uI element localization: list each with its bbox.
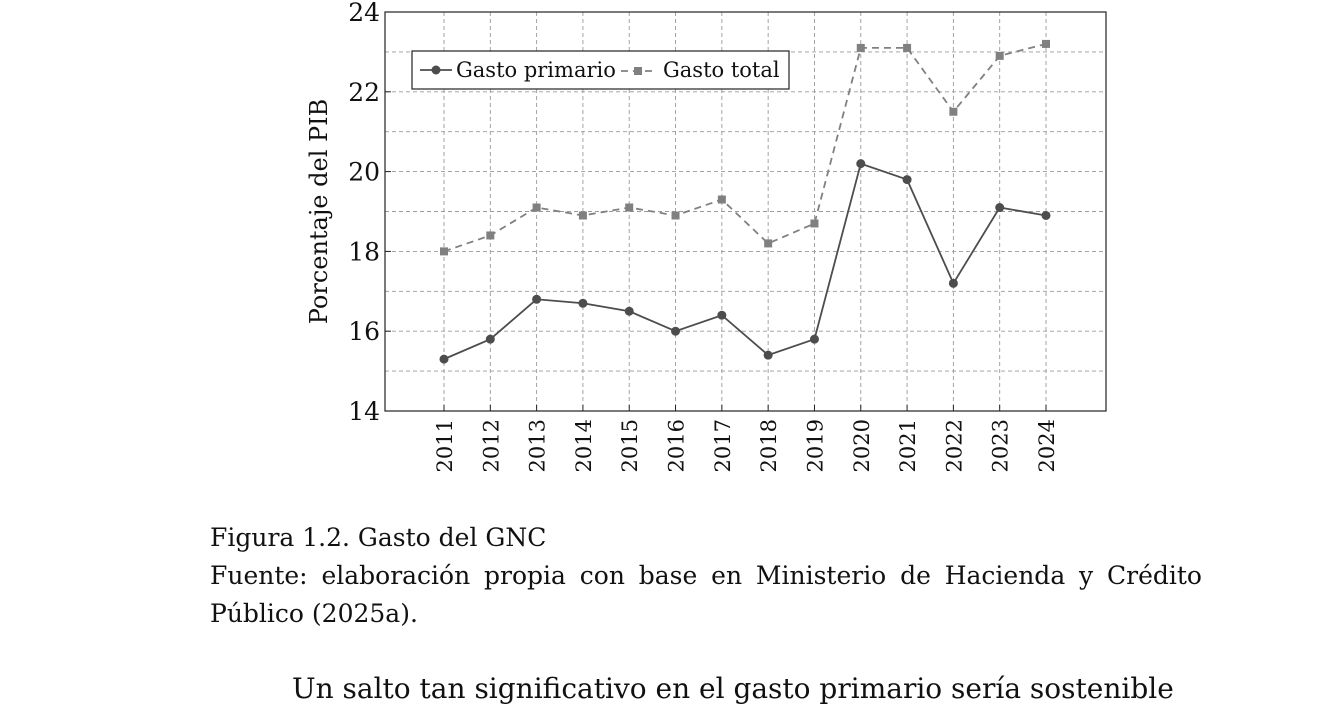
legend-marker-gasto-primario — [431, 65, 441, 75]
legend-label-gasto-total: Gasto total — [663, 58, 780, 82]
data-point-gasto-total — [440, 247, 448, 256]
y-axis-label: Porcentaje del PIB — [305, 99, 333, 325]
x-tick-label: 2015 — [618, 419, 642, 472]
data-point-gasto-total — [625, 203, 634, 212]
legend-label-gasto-primario: Gasto primario — [456, 58, 616, 82]
data-point-gasto-primario — [809, 334, 819, 344]
data-point-gasto-total — [532, 203, 541, 212]
data-point-gasto-primario — [948, 278, 958, 288]
x-tick-label: 2016 — [665, 419, 689, 472]
y-tick-label: 16 — [348, 317, 380, 346]
x-tick-label: 2022 — [942, 419, 966, 472]
y-tick-label: 20 — [348, 158, 380, 187]
y-tick-label: 14 — [348, 397, 380, 426]
series-line-gasto-total — [443, 43, 1047, 253]
data-point-gasto-total — [717, 195, 726, 204]
data-point-gasto-total — [856, 43, 865, 52]
data-point-gasto-primario — [532, 294, 542, 304]
figure-caption-source: Fuente: elaboración propia con base en M… — [210, 561, 1202, 628]
data-point-gasto-primario — [671, 326, 681, 336]
x-tick-label: 2013 — [526, 419, 550, 472]
x-tick-label: 2017 — [711, 419, 735, 472]
data-point-gasto-primario — [995, 203, 1005, 213]
x-tick-label: 2023 — [989, 419, 1013, 472]
data-point-gasto-primario — [439, 354, 449, 364]
data-point-gasto-total — [1042, 39, 1050, 48]
x-tick-label: 2014 — [572, 419, 596, 472]
chart-series — [439, 39, 1051, 364]
x-tick-label: 2011 — [433, 419, 457, 472]
data-point-gasto-total — [949, 107, 958, 116]
x-tick-label: 2021 — [896, 419, 920, 472]
y-tick-label: 18 — [348, 237, 380, 266]
data-point-gasto-primario — [717, 310, 727, 320]
x-tick-label: 2019 — [803, 419, 827, 472]
data-point-gasto-total — [903, 43, 912, 52]
data-point-gasto-total — [486, 231, 495, 240]
data-point-gasto-total — [995, 51, 1004, 60]
data-point-gasto-primario — [856, 159, 866, 169]
y-tick-label: 22 — [348, 78, 380, 107]
y-tick-label: 24 — [348, 0, 380, 27]
data-point-gasto-primario — [902, 175, 912, 185]
figure-caption-title: Figura 1.2. Gasto del GNC — [210, 523, 547, 552]
x-axis-ticks: 2011 2012 2013 2014 2015 2016 2017 2018 2019 2020… — [433, 405, 1059, 472]
x-tick-label: 2024 — [1035, 419, 1059, 472]
x-tick-label: 2012 — [479, 419, 503, 472]
x-tick-label: 2018 — [757, 419, 781, 472]
body-paragraph: Un salto tan significativo en el gasto p… — [292, 672, 1174, 705]
data-point-gasto-total — [764, 239, 773, 248]
x-tick-label: 2020 — [850, 419, 874, 472]
legend-marker-gasto-total — [634, 67, 642, 75]
data-point-gasto-primario — [624, 306, 634, 316]
data-point-gasto-total — [671, 211, 680, 220]
series-line-gasto-primario — [443, 162, 1047, 360]
data-point-gasto-total — [578, 211, 587, 220]
data-point-gasto-total — [810, 219, 819, 228]
chart-legend: Gasto primario Gasto total — [411, 50, 790, 90]
data-point-gasto-primario — [485, 334, 495, 344]
data-point-gasto-primario — [1041, 210, 1051, 220]
legend-box — [411, 50, 790, 90]
data-point-gasto-primario — [578, 298, 588, 308]
plot-frame — [384, 11, 1107, 412]
data-point-gasto-primario — [763, 350, 773, 360]
y-axis-ticks: 14 16 18 20 22 24 — [348, 0, 391, 426]
